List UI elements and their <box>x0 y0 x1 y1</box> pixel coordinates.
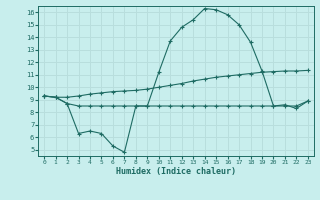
X-axis label: Humidex (Indice chaleur): Humidex (Indice chaleur) <box>116 167 236 176</box>
